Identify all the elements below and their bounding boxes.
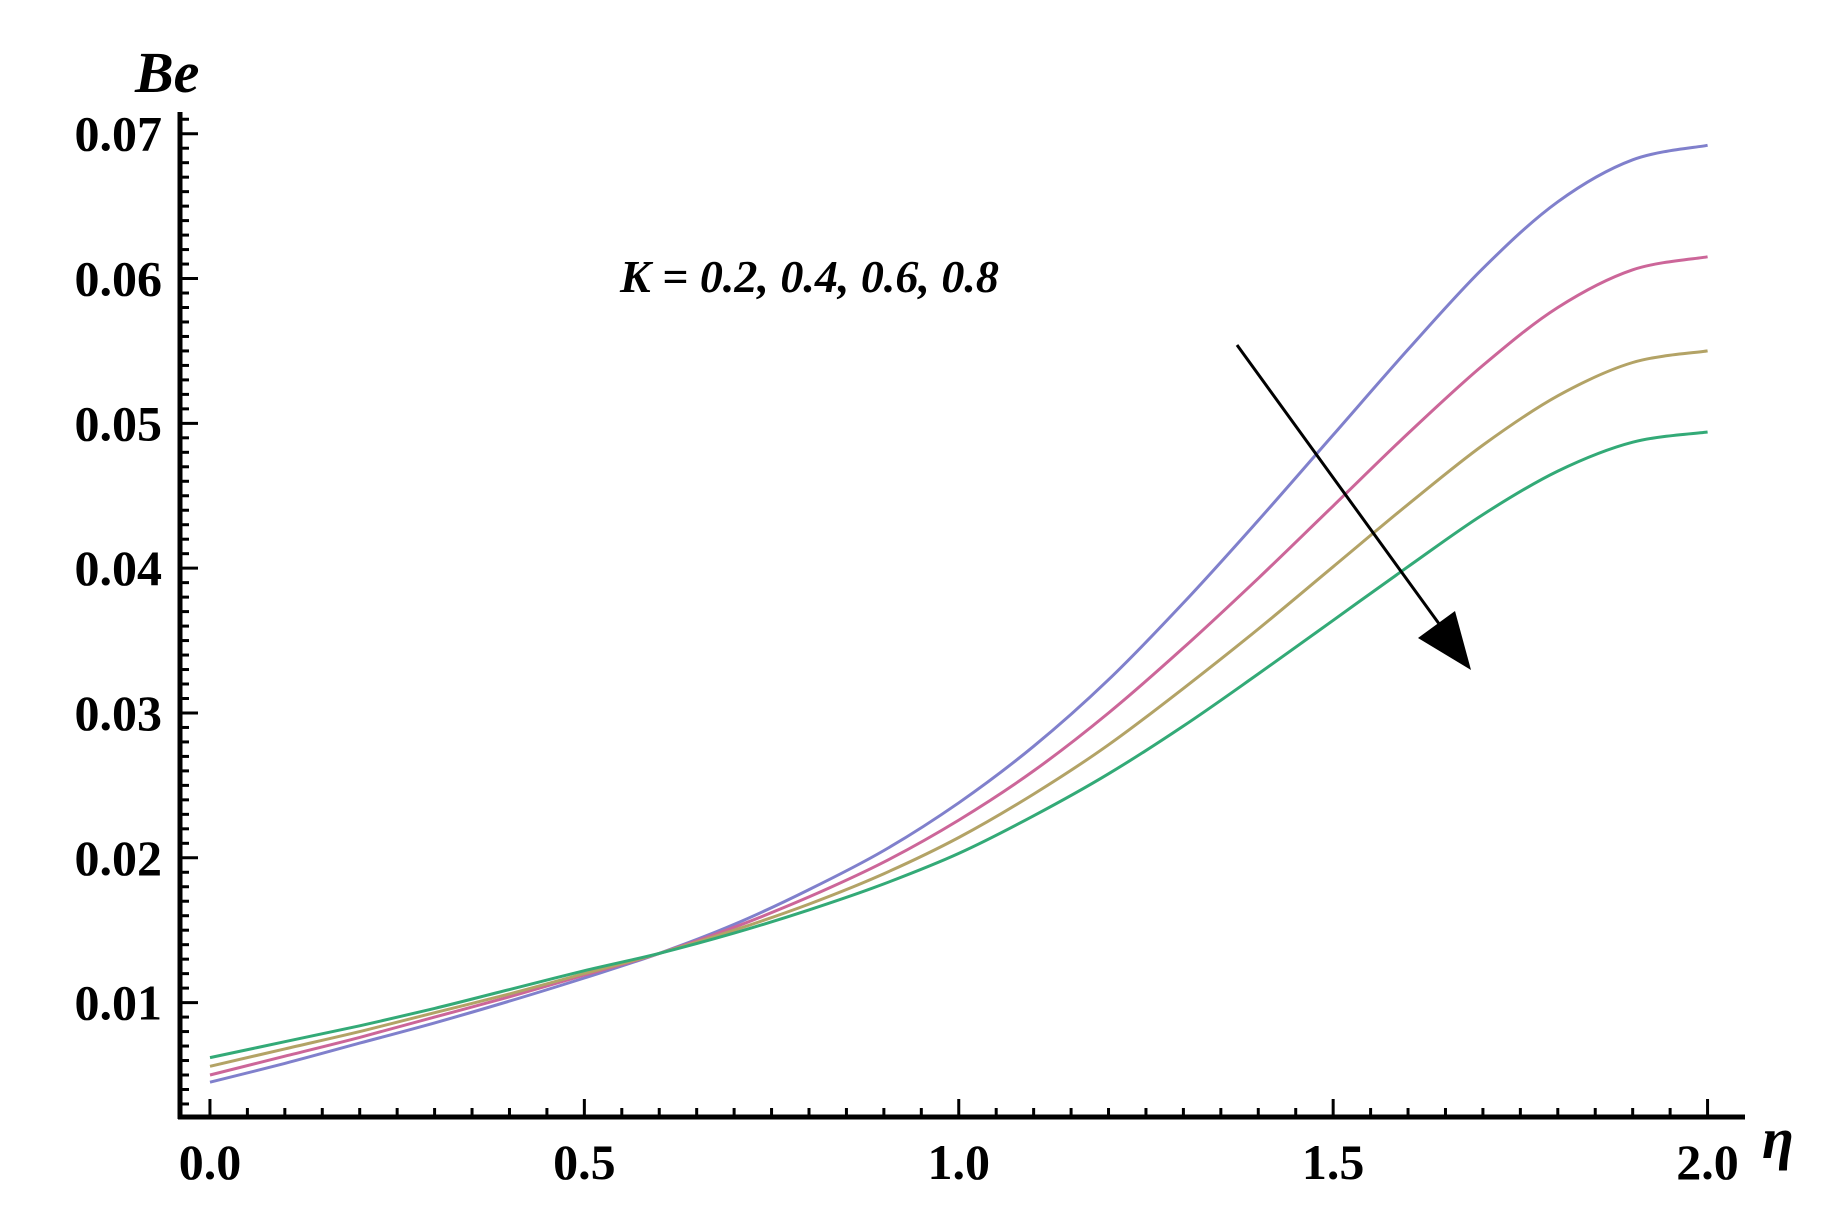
y-tick-label: 0.07 xyxy=(75,106,163,162)
k-annotation: K = 0.2, 0.4, 0.6, 0.8 xyxy=(619,251,999,302)
y-tick-label: 0.02 xyxy=(75,830,163,886)
series-line-4 xyxy=(209,430,1708,1060)
tick-labels: 0.0 0.5 1.0 1.5 2.0 0.01 0.02 0.03 0.04 0.05 0.06 0… xyxy=(75,106,1739,1190)
trend-arrow-head xyxy=(1418,611,1471,670)
y-tick-label: 0.04 xyxy=(75,540,163,596)
y-tick-label: 0.01 xyxy=(75,975,163,1031)
x-axis-title: η xyxy=(1762,1106,1794,1171)
x-tick-label: 2.0 xyxy=(1676,1134,1739,1190)
series-line-2 xyxy=(209,255,1708,1077)
y-tick-label: 0.06 xyxy=(75,251,163,307)
x-tick-label: 0.0 xyxy=(179,1134,242,1190)
x-tick-label: 1.5 xyxy=(1302,1134,1365,1190)
x-tick-label: 0.5 xyxy=(553,1134,616,1190)
series-group xyxy=(209,143,1708,1084)
series-line-1 xyxy=(209,143,1708,1084)
trend-arrow xyxy=(1235,344,1471,670)
series-line-3 xyxy=(209,349,1708,1068)
trend-arrow-shaft xyxy=(1235,344,1447,633)
axes: 0.0 0.5 1.0 1.5 2.0 0.01 0.02 0.03 0.04 0.05 0.06 0… xyxy=(75,106,1745,1190)
y-tick-label: 0.03 xyxy=(75,685,163,741)
x-tick-label: 1.0 xyxy=(928,1134,991,1190)
y-tick-label: 0.05 xyxy=(75,395,163,451)
ticks xyxy=(180,117,1710,1117)
y-axis-title: Be xyxy=(134,40,199,105)
